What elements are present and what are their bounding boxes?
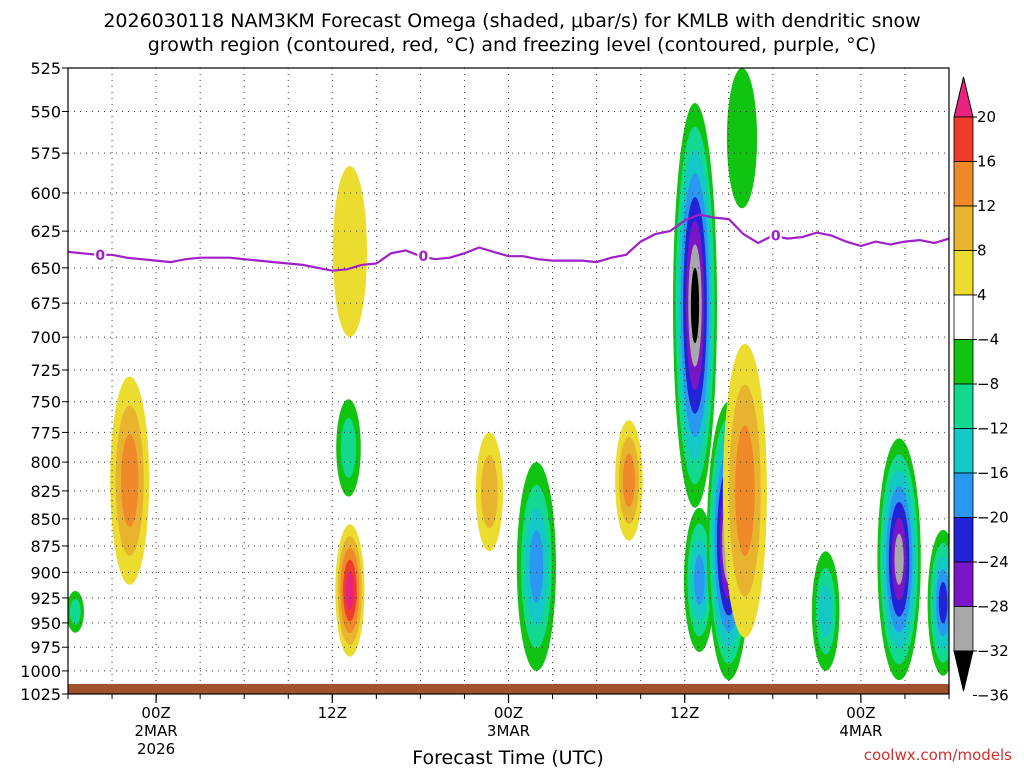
colorbar-label-9: −20 bbox=[977, 509, 1009, 527]
omega-feature-13-band-6 bbox=[894, 533, 904, 585]
omega-feature-15-band-4 bbox=[938, 581, 948, 624]
y-tick-label-975: 975 bbox=[30, 638, 61, 657]
x-tick-time-4: 00Z bbox=[846, 704, 875, 722]
colorbar-segment-8 bbox=[953, 428, 974, 474]
y-tick-label-675: 675 bbox=[30, 294, 61, 313]
x-tick-year-0: 2026 bbox=[137, 740, 175, 758]
y-tick-label-600: 600 bbox=[30, 184, 61, 203]
y-tick-label-725: 725 bbox=[30, 361, 61, 380]
x-tick-date-0: 2MAR bbox=[135, 722, 178, 740]
colorbar-label-11: −28 bbox=[977, 598, 1009, 616]
y-tick-label-575: 575 bbox=[30, 144, 61, 163]
freezing-level-label-1: 0 bbox=[418, 249, 428, 265]
colorbar-segment-6 bbox=[953, 339, 974, 385]
y-axis: 525 550 575 600 625 650 675 700 725 750 775 800 825 8… bbox=[20, 59, 68, 704]
omega-feature-7-band-2 bbox=[622, 453, 636, 508]
omega-feature-4-band-4 bbox=[345, 571, 355, 610]
colorbar-segment-10 bbox=[953, 517, 974, 563]
x-tick-date-4: 4MAR bbox=[839, 722, 882, 740]
colorbar-segment-1 bbox=[953, 116, 974, 162]
omega-feature-5-band-1 bbox=[481, 455, 498, 529]
y-tick-label-525: 525 bbox=[30, 59, 61, 78]
colorbar-segment-12 bbox=[953, 606, 974, 652]
freezing-level-label-0: 0 bbox=[95, 248, 105, 264]
y-tick-label-875: 875 bbox=[30, 537, 61, 556]
omega-shading-layer bbox=[68, 68, 949, 681]
colorbar-label-6: −8 bbox=[977, 375, 999, 393]
colorbar-label-4: 4 bbox=[977, 286, 987, 304]
chart-title-line-2: growth region (contoured, red, °C) and f… bbox=[148, 34, 877, 56]
ground-surface bbox=[68, 684, 949, 694]
freezing-level-layer: 0 0 0 bbox=[68, 213, 949, 272]
colorbar-label-0: 20 bbox=[977, 108, 996, 126]
x-tick-time-0: 00Z bbox=[141, 704, 170, 722]
colorbar-segment-2 bbox=[953, 161, 974, 207]
y-tick-label-700: 700 bbox=[30, 328, 61, 347]
chart-title-line-1: 2026030118 NAM3KM Forecast Omega (shaded… bbox=[103, 10, 920, 32]
omega-feature-1-band-1 bbox=[69, 598, 81, 625]
colorbar-label-8: −16 bbox=[977, 464, 1009, 482]
freezing-level-line bbox=[68, 213, 949, 272]
omega-feature-6-band-3 bbox=[529, 530, 544, 603]
grid-lines bbox=[68, 68, 949, 694]
colorbar-segment-4 bbox=[953, 250, 974, 296]
y-tick-label-550: 550 bbox=[30, 103, 61, 122]
colorbar-segment-11 bbox=[953, 561, 974, 607]
freezing-label-bg-2 bbox=[769, 226, 782, 243]
y-tick-label-1000: 1000 bbox=[20, 662, 61, 681]
colorbar-label-13: −36 bbox=[977, 687, 1009, 705]
omega-feature-8-band-7 bbox=[690, 267, 700, 344]
colorbar-label-5: −4 bbox=[977, 331, 999, 349]
colorbar-segment-9 bbox=[953, 472, 974, 518]
omega-feature-3-band-1 bbox=[340, 418, 357, 478]
colorbar-segment-5 bbox=[953, 294, 974, 340]
omega-feature-11-band-2 bbox=[735, 425, 755, 556]
omega-feature-12-band-0 bbox=[726, 68, 758, 209]
freezing-label-bg-0 bbox=[94, 245, 107, 262]
colorbar-legend: 20 16 12 8 4 −4 −8 −12 −16 −20 −24 −28 −32 −36 bbox=[953, 76, 1009, 705]
y-tick-label-825: 825 bbox=[30, 482, 61, 501]
omega-feature-0-band-2 bbox=[121, 434, 139, 527]
y-tick-label-775: 775 bbox=[30, 423, 61, 442]
colorbar-label-1: 16 bbox=[977, 153, 996, 171]
omega-feature-9-band-3 bbox=[694, 554, 705, 606]
x-tick-time-1: 12Z bbox=[318, 704, 347, 722]
x-tick-time-3: 12Z bbox=[670, 704, 699, 722]
y-tick-label-625: 625 bbox=[30, 222, 61, 241]
y-tick-label-650: 650 bbox=[30, 259, 61, 278]
x-axis-label: Forecast Time (UTC) bbox=[412, 747, 603, 768]
x-tick-date-2: 3MAR bbox=[487, 722, 530, 740]
freezing-label-bg-1 bbox=[417, 247, 430, 264]
y-tick-label-850: 850 bbox=[30, 510, 61, 529]
y-tick-label-1025: 1025 bbox=[20, 685, 61, 704]
y-tick-label-900: 900 bbox=[30, 563, 61, 582]
colorbar-segment-3 bbox=[953, 205, 974, 251]
y-tick-label-925: 925 bbox=[30, 589, 61, 608]
y-tick-label-800: 800 bbox=[30, 453, 61, 472]
y-tick-label-750: 750 bbox=[30, 393, 61, 412]
colorbar-bottom-triangle bbox=[953, 650, 974, 692]
colorbar-label-2: 12 bbox=[977, 197, 996, 215]
colorbar-label-3: 8 bbox=[977, 242, 987, 260]
credit-link[interactable]: coolwx.com/models bbox=[864, 746, 1012, 764]
colorbar-label-10: −24 bbox=[977, 553, 1009, 571]
freezing-level-label-2: 0 bbox=[771, 229, 781, 245]
x-tick-time-2: 00Z bbox=[494, 704, 523, 722]
colorbar-label-12: −32 bbox=[977, 642, 1009, 660]
omega-feature-14-band-2 bbox=[819, 584, 832, 638]
y-tick-label-950: 950 bbox=[30, 614, 61, 633]
colorbar-segment-7 bbox=[953, 383, 974, 429]
colorbar-label-7: −12 bbox=[977, 420, 1009, 438]
omega-feature-2-band-0 bbox=[332, 166, 367, 338]
